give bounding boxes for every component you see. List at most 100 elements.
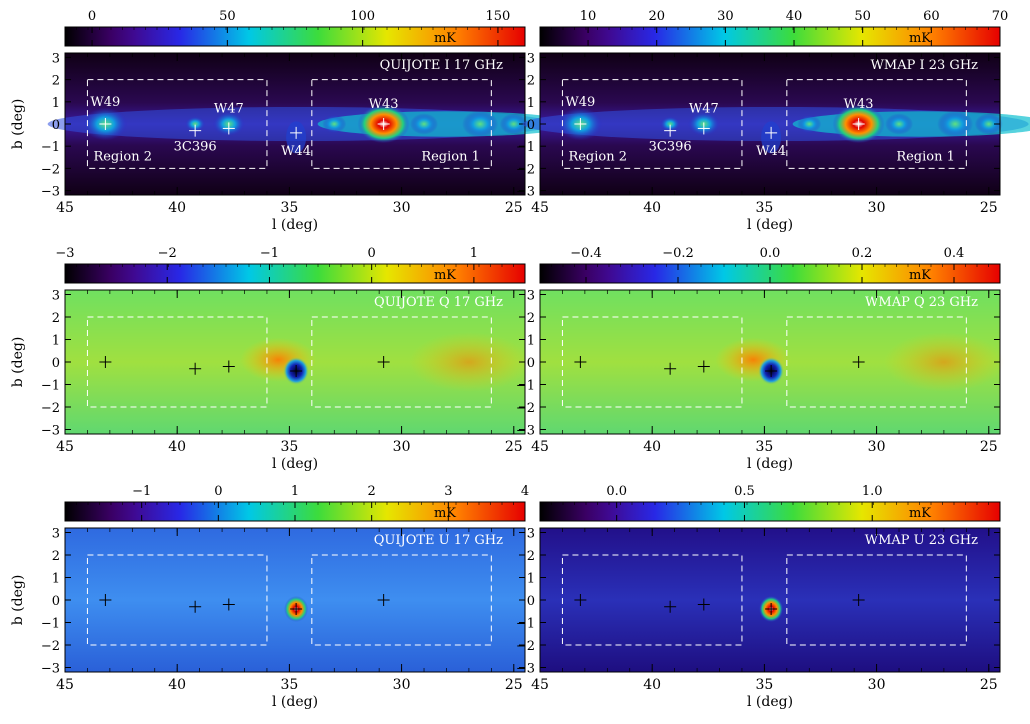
y-tick-label: 3 (52, 289, 60, 304)
colorbar-tick-label: 100 (350, 9, 375, 24)
source-label: W47 (214, 101, 244, 116)
x-tick-label: 30 (868, 439, 886, 455)
x-tick-label: 40 (168, 439, 186, 455)
colorbar-tick-label: −3 (55, 246, 74, 261)
x-tick-label: 30 (868, 677, 886, 693)
source-label: W49 (565, 95, 595, 110)
y-tick-label: 2 (52, 549, 60, 564)
colorbar-tick-label: 10 (580, 9, 597, 24)
colorbar-tick-label: 150 (486, 9, 511, 24)
source-glow (660, 116, 681, 132)
x-tick-label: 40 (643, 677, 661, 693)
colorbar-tick-label: −1 (260, 246, 279, 261)
x-axis-label: l (deg) (747, 456, 793, 472)
y-tick-label: −2 (516, 401, 535, 416)
source-glow (185, 116, 206, 132)
y-tick-label: −1 (41, 379, 60, 394)
y-tick-label: 3 (52, 51, 60, 66)
x-tick-label: 25 (980, 677, 998, 693)
region-label: Region 2 (93, 149, 152, 164)
region-box (561, 79, 743, 169)
y-tick-label: 0 (52, 594, 60, 609)
y-tick-label: −3 (41, 185, 60, 200)
y-tick-label: −3 (41, 662, 60, 677)
y-tick-label: −2 (516, 639, 535, 654)
x-tick-label: 25 (505, 439, 523, 455)
y-tick-label: 3 (527, 289, 535, 304)
colorbar-unit: mK (434, 31, 456, 46)
x-tick-label: 45 (531, 200, 549, 216)
region-box (786, 316, 967, 408)
colorbar-tick-label: 0.5 (734, 484, 755, 499)
y-tick-label: 1 (52, 572, 60, 587)
region-box (311, 79, 492, 169)
y-tick-label: 2 (52, 74, 60, 89)
y-tick-label: 0 (527, 118, 535, 133)
y-tick-label: 0 (52, 118, 60, 133)
source-label: W49 (90, 95, 120, 110)
y-tick-label: 1 (527, 334, 535, 349)
region-box (311, 554, 492, 646)
y-tick-label: −3 (516, 424, 535, 439)
panel-title: WMAP U 23 GHz (865, 533, 978, 548)
y-tick-label: 0 (52, 356, 60, 371)
colorbar-unit: mK (909, 506, 931, 521)
y-tick-label: −1 (41, 140, 60, 155)
source-glow (797, 115, 822, 133)
x-tick-label: 35 (280, 677, 298, 693)
colorbar-tick-label: 2 (368, 484, 376, 499)
colorbar-tick-label: 1 (470, 246, 478, 261)
colorbar-tick-label: 0.4 (944, 246, 965, 261)
x-tick-label: 25 (505, 677, 523, 693)
colorbar-unit: mK (909, 31, 931, 46)
source-glow (974, 113, 1003, 135)
y-tick-label: 3 (52, 527, 60, 542)
colorbar-tick-label: −1 (132, 484, 151, 499)
colorbar-unit: mK (909, 268, 931, 283)
x-tick-label: 30 (868, 200, 886, 216)
y-tick-label: 2 (527, 311, 535, 326)
y-tick-label: −2 (516, 162, 535, 177)
x-tick-label: 35 (280, 439, 298, 455)
y-tick-label: 3 (527, 527, 535, 542)
x-axis-label: l (deg) (272, 694, 318, 710)
y-tick-label: −1 (41, 617, 60, 632)
x-tick-label: 40 (168, 200, 186, 216)
x-tick-label: 40 (643, 439, 661, 455)
colorbar-tick-label: −2 (158, 246, 177, 261)
x-tick-label: 25 (980, 200, 998, 216)
x-tick-label: 45 (56, 439, 74, 455)
source-label: 3C396 (649, 140, 692, 155)
y-tick-label: 0 (527, 356, 535, 371)
colorbar-unit: mK (434, 268, 456, 283)
x-tick-label: 40 (643, 200, 661, 216)
colorbar-tick-label: 0.0 (760, 246, 781, 261)
panel-title: WMAP I 23 GHz (871, 58, 979, 73)
x-tick-label: 30 (393, 439, 411, 455)
source-label: W47 (689, 101, 719, 116)
colorbar-tick-label: 50 (219, 9, 236, 24)
region-box (86, 554, 268, 646)
x-tick-label: 45 (531, 439, 549, 455)
panel-title: QUIJOTE U 17 GHz (374, 533, 503, 548)
source-glow (937, 110, 974, 138)
colorbar-tick-label: 50 (854, 9, 871, 24)
x-tick-label: 25 (505, 200, 523, 216)
x-axis-label: l (deg) (272, 217, 318, 233)
y-axis-label: b (deg) (10, 99, 26, 150)
region-label: Region 2 (568, 149, 627, 164)
region-label: Region 1 (896, 149, 955, 164)
y-tick-label: 2 (527, 74, 535, 89)
y-tick-label: −2 (41, 639, 60, 654)
colorbar-tick-label: 20 (648, 9, 665, 24)
y-tick-label: −3 (41, 424, 60, 439)
colorbar-tick-label: −0.2 (662, 246, 694, 261)
y-tick-label: −3 (516, 662, 535, 677)
colorbar-tick-label: 0 (88, 9, 96, 24)
y-tick-label: 2 (527, 549, 535, 564)
x-tick-label: 45 (531, 677, 549, 693)
x-tick-label: 45 (56, 677, 74, 693)
